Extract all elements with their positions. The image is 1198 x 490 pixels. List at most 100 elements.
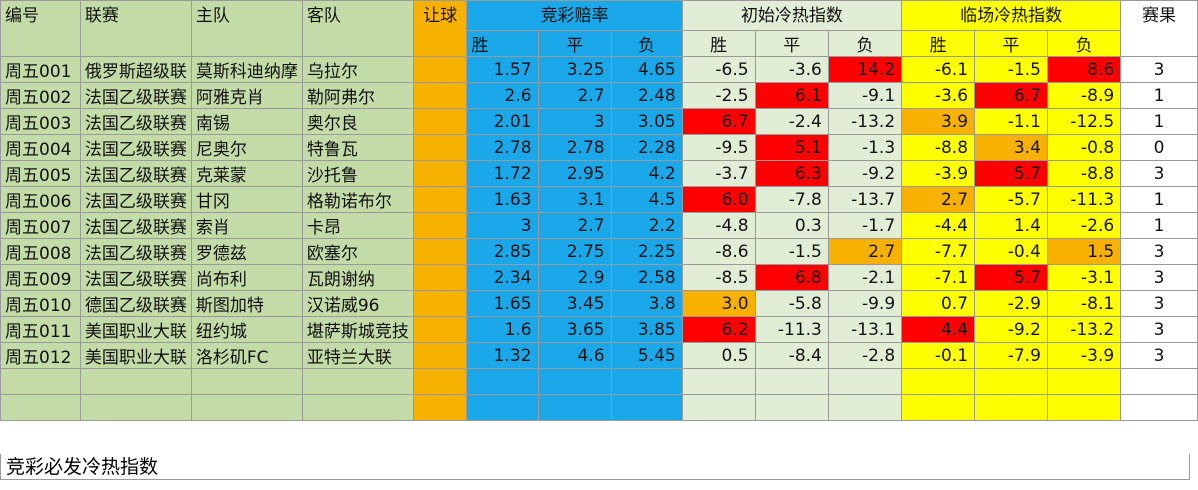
row-live-draw[interactable]: -1.1 [974, 108, 1048, 135]
row-odds-lose[interactable]: 2.58 [610, 264, 683, 291]
empty-cell[interactable] [1120, 394, 1198, 421]
row-away[interactable]: 瓦朗谢纳 [301, 264, 414, 291]
row-away[interactable]: 格勒诺布尔 [301, 186, 414, 213]
row-away[interactable]: 乌拉尔 [301, 56, 414, 83]
row-id[interactable]: 周五009 [0, 264, 81, 291]
row-live-lose[interactable]: -8.8 [1046, 160, 1122, 187]
row-home[interactable]: 洛杉矶FC [190, 342, 303, 369]
empty-cell[interactable] [190, 394, 303, 421]
empty-cell[interactable] [412, 394, 468, 421]
header-initial-draw[interactable]: 平 [754, 30, 829, 57]
row-initial-win[interactable]: -4.8 [681, 212, 756, 239]
header-odds-lose[interactable]: 负 [610, 30, 683, 57]
empty-cell[interactable] [537, 368, 612, 395]
empty-cell[interactable] [1046, 368, 1122, 395]
row-result[interactable]: 3 [1120, 238, 1198, 265]
row-id[interactable]: 周五012 [0, 342, 81, 369]
row-away[interactable]: 沙托鲁 [301, 160, 414, 187]
row-away[interactable]: 奥尔良 [301, 108, 414, 135]
row-initial-lose[interactable]: -13.2 [827, 108, 903, 135]
row-odds-draw[interactable]: 4.6 [537, 342, 612, 369]
row-away[interactable]: 特鲁瓦 [301, 134, 414, 161]
row-live-win[interactable]: -7.7 [901, 238, 976, 265]
row-initial-draw[interactable]: -11.3 [754, 316, 829, 343]
row-live-win[interactable]: -7.1 [901, 264, 976, 291]
header-home[interactable]: 主队 [190, 0, 303, 57]
row-initial-win[interactable]: 6.2 [681, 316, 756, 343]
row-result[interactable]: 3 [1120, 316, 1198, 343]
row-id[interactable]: 周五004 [0, 134, 81, 161]
empty-cell[interactable] [301, 368, 414, 395]
row-result[interactable]: 3 [1120, 56, 1198, 83]
row-initial-lose[interactable]: 14.2 [827, 56, 903, 83]
row-live-lose[interactable]: -11.3 [1046, 186, 1122, 213]
row-home[interactable]: 尚布利 [190, 264, 303, 291]
row-odds-win[interactable]: 2.01 [466, 108, 539, 135]
row-live-draw[interactable]: -2.9 [974, 290, 1048, 317]
row-handicap[interactable] [412, 82, 468, 109]
row-result[interactable]: 3 [1120, 342, 1198, 369]
row-odds-win[interactable]: 2.85 [466, 238, 539, 265]
row-odds-draw[interactable]: 3.65 [537, 316, 612, 343]
row-odds-lose[interactable]: 2.25 [610, 238, 683, 265]
row-id[interactable]: 周五008 [0, 238, 81, 265]
empty-cell[interactable] [1046, 394, 1122, 421]
sheet-footer-label[interactable]: 竞彩必发冷热指数 [0, 454, 1190, 480]
header-initial-win[interactable]: 胜 [681, 30, 756, 57]
row-odds-win[interactable]: 2.34 [466, 264, 539, 291]
empty-cell[interactable] [1120, 368, 1198, 395]
row-odds-win[interactable]: 1.63 [466, 186, 539, 213]
row-handicap[interactable] [412, 342, 468, 369]
row-league[interactable]: 法国乙级联赛 [79, 160, 192, 187]
row-live-draw[interactable]: -5.7 [974, 186, 1048, 213]
row-initial-lose[interactable]: -9.9 [827, 290, 903, 317]
row-handicap[interactable] [412, 290, 468, 317]
row-league[interactable]: 法国乙级联赛 [79, 134, 192, 161]
row-home[interactable]: 甘冈 [190, 186, 303, 213]
row-league[interactable]: 德国乙级联赛 [79, 290, 192, 317]
row-live-win[interactable]: -6.1 [901, 56, 976, 83]
row-odds-lose[interactable]: 2.2 [610, 212, 683, 239]
row-live-draw[interactable]: 5.7 [974, 264, 1048, 291]
row-odds-draw[interactable]: 3.25 [537, 56, 612, 83]
row-live-win[interactable]: -3.9 [901, 160, 976, 187]
row-initial-win[interactable]: 6.7 [681, 108, 756, 135]
row-handicap[interactable] [412, 134, 468, 161]
row-result[interactable]: 0 [1120, 134, 1198, 161]
row-initial-draw[interactable]: -8.4 [754, 342, 829, 369]
row-odds-draw[interactable]: 2.7 [537, 82, 612, 109]
row-away[interactable]: 勒阿弗尔 [301, 82, 414, 109]
empty-cell[interactable] [974, 394, 1048, 421]
row-home[interactable]: 尼奥尔 [190, 134, 303, 161]
row-odds-win[interactable]: 1.72 [466, 160, 539, 187]
row-live-draw[interactable]: 6.7 [974, 82, 1048, 109]
row-initial-win[interactable]: 6.0 [681, 186, 756, 213]
row-handicap[interactable] [412, 108, 468, 135]
row-league[interactable]: 法国乙级联赛 [79, 186, 192, 213]
row-initial-lose[interactable]: -1.3 [827, 134, 903, 161]
empty-cell[interactable] [79, 394, 192, 421]
row-initial-lose[interactable]: -13.7 [827, 186, 903, 213]
row-id[interactable]: 周五010 [0, 290, 81, 317]
row-initial-win[interactable]: 3.0 [681, 290, 756, 317]
row-live-win[interactable]: 2.7 [901, 186, 976, 213]
row-initial-draw[interactable]: 6.8 [754, 264, 829, 291]
row-initial-draw[interactable]: -5.8 [754, 290, 829, 317]
row-live-win[interactable]: -4.4 [901, 212, 976, 239]
row-odds-draw[interactable]: 2.9 [537, 264, 612, 291]
row-result[interactable]: 3 [1120, 264, 1198, 291]
row-handicap[interactable] [412, 212, 468, 239]
row-home[interactable]: 莫斯科迪纳摩 [190, 56, 303, 83]
row-live-win[interactable]: -0.1 [901, 342, 976, 369]
row-odds-win[interactable]: 2.6 [466, 82, 539, 109]
row-initial-win[interactable]: -9.5 [681, 134, 756, 161]
row-away[interactable]: 卡昂 [301, 212, 414, 239]
row-odds-draw[interactable]: 2.95 [537, 160, 612, 187]
empty-cell[interactable] [827, 368, 903, 395]
row-initial-win[interactable]: -3.7 [681, 160, 756, 187]
row-live-win[interactable]: 0.7 [901, 290, 976, 317]
empty-cell[interactable] [190, 368, 303, 395]
row-live-draw[interactable]: -9.2 [974, 316, 1048, 343]
header-id[interactable]: 编号 [0, 0, 81, 57]
empty-cell[interactable] [0, 394, 81, 421]
